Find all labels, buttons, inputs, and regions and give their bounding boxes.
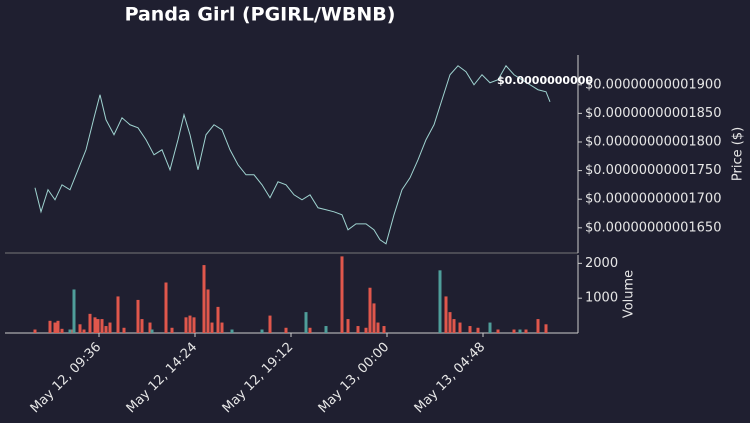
volume-bar xyxy=(324,326,328,333)
y-tick-label: $0.00000000001700 xyxy=(585,192,721,207)
volume-bar xyxy=(33,329,37,333)
y-axis-label: Price ($) xyxy=(731,127,746,181)
y-axis-label: Volume xyxy=(622,270,637,318)
volume-bar xyxy=(438,270,442,333)
volume-bar xyxy=(458,322,462,333)
volume-bar xyxy=(48,320,52,333)
volume-bar xyxy=(518,329,522,333)
y-tick-label: $0.00000000001900 xyxy=(585,77,721,92)
volume-bar xyxy=(536,319,540,333)
volume-bar xyxy=(93,317,97,333)
volume-bar xyxy=(356,326,360,333)
y-tick-label: 1000 xyxy=(585,291,618,306)
x-tick-label: May 12, 09:36 xyxy=(28,340,105,417)
y-tick-label: 2000 xyxy=(585,256,618,271)
volume-bar xyxy=(544,324,548,333)
volume-bar xyxy=(340,256,344,333)
volume-bar xyxy=(206,289,210,333)
volume-bar xyxy=(68,329,72,333)
volume-bar xyxy=(53,322,57,333)
volume-bar xyxy=(304,312,308,333)
volume-bar xyxy=(368,287,372,333)
x-tick-label: May 12, 19:12 xyxy=(220,340,297,417)
volume-bar xyxy=(188,315,192,333)
volume-bar xyxy=(284,327,288,333)
chart-title: Panda Girl (PGIRL/WBNB) xyxy=(125,4,396,26)
volume-bar xyxy=(78,324,82,333)
volume-bar xyxy=(56,320,60,333)
volume-bar xyxy=(192,317,196,333)
volume-bar xyxy=(108,322,112,333)
volume-bar xyxy=(216,306,220,333)
volume-bar xyxy=(524,329,528,333)
volume-bar xyxy=(268,315,272,333)
volume-bar xyxy=(148,322,152,333)
volume-bar xyxy=(60,328,64,333)
volume-bar xyxy=(116,296,120,333)
volume-bar xyxy=(452,319,456,333)
volume-bar xyxy=(512,329,516,333)
volume-bar xyxy=(72,289,76,333)
volume-bar xyxy=(70,329,74,333)
volume-bar xyxy=(382,326,386,333)
volume-bar xyxy=(150,329,154,333)
price-line xyxy=(34,64,551,245)
volume-bar xyxy=(448,312,452,333)
volume-bar xyxy=(230,329,234,333)
volume-bar xyxy=(210,322,214,333)
x-tick-label: May 13, 04:48 xyxy=(412,340,489,417)
x-tick-label: May 12, 14:24 xyxy=(124,340,201,417)
y-tick-label: $0.00000000001750 xyxy=(585,163,721,178)
volume-bar xyxy=(82,329,86,333)
volume-bar xyxy=(96,319,100,333)
volume-bar xyxy=(164,282,168,333)
volume-bar xyxy=(122,327,126,333)
volume-bar xyxy=(346,319,350,333)
volume-bar xyxy=(170,327,174,333)
volume-bar xyxy=(220,322,224,333)
volume-bar xyxy=(260,329,264,333)
volume-bar xyxy=(184,317,188,333)
volume-bar xyxy=(136,299,140,333)
volume-bar xyxy=(104,326,108,333)
volume-bar xyxy=(488,322,492,333)
x-tick-label: May 13, 00:00 xyxy=(316,340,393,417)
volume-bar xyxy=(88,313,92,333)
volume-bar xyxy=(444,296,448,333)
y-tick-label: $0.00000000001800 xyxy=(585,134,721,149)
volume-bar xyxy=(476,327,480,333)
volume-bar xyxy=(364,327,368,333)
volume-bar xyxy=(468,326,472,333)
last-price-label: $0.0000000000 xyxy=(497,74,593,87)
volume-bar xyxy=(372,303,376,333)
volume-bar xyxy=(202,265,206,333)
volume-bar xyxy=(140,319,144,333)
volume-bar xyxy=(496,329,500,333)
y-tick-label: $0.00000000001850 xyxy=(585,106,721,121)
volume-bar xyxy=(100,319,104,333)
y-tick-label: $0.00000000001650 xyxy=(585,220,721,235)
volume-bar xyxy=(376,322,380,333)
volume-bar xyxy=(308,327,312,333)
